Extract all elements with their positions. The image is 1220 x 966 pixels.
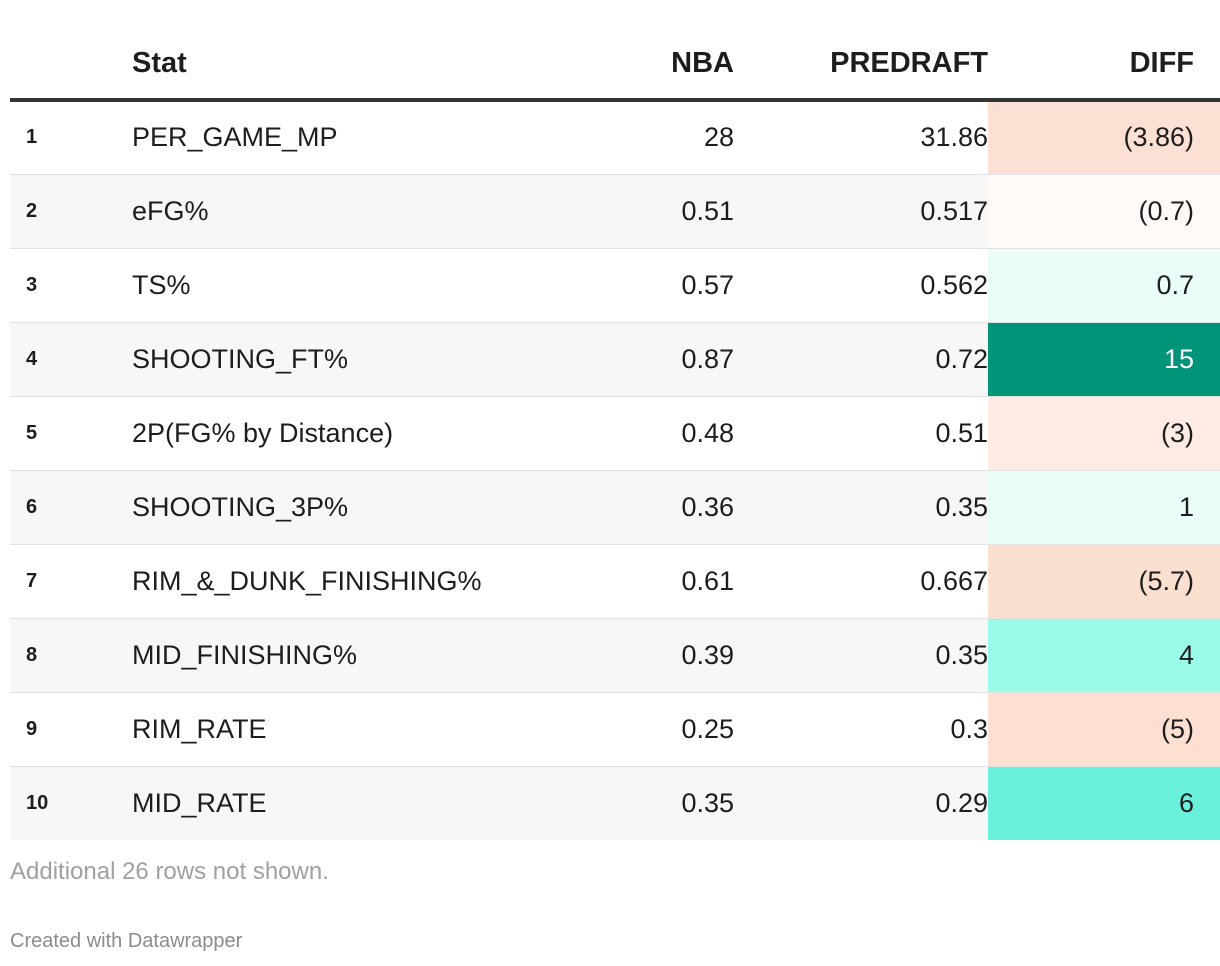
row-predraft: 0.72 xyxy=(734,322,988,397)
row-nba: 0.61 xyxy=(462,544,734,619)
table-header: Stat NBA PREDRAFT DIFF xyxy=(10,28,1220,102)
row-nba: 0.35 xyxy=(462,766,734,840)
table-row: 9 RIM_RATE 0.25 0.3 (5) xyxy=(10,692,1220,767)
row-stat: PER_GAME_MP xyxy=(132,100,462,175)
row-nba: 0.48 xyxy=(462,396,734,471)
row-predraft: 0.51 xyxy=(734,396,988,471)
row-diff: 15 xyxy=(988,322,1220,397)
row-nba: 0.51 xyxy=(462,174,734,249)
row-diff: 1 xyxy=(988,470,1220,545)
row-index: 3 xyxy=(10,248,132,323)
row-nba: 0.25 xyxy=(462,692,734,767)
table-row: 8 MID_FINISHING% 0.39 0.35 4 xyxy=(10,618,1220,693)
row-index: 8 xyxy=(10,618,132,693)
header-stat[interactable]: Stat xyxy=(132,28,462,102)
row-stat: eFG% xyxy=(132,174,462,249)
table-body: 1 PER_GAME_MP 28 31.86 (3.86) 2 eFG% 0.5… xyxy=(10,100,1220,840)
row-stat: MID_RATE xyxy=(132,766,462,840)
table-row: 6 SHOOTING_3P% 0.36 0.35 1 xyxy=(10,470,1220,545)
row-index: 10 xyxy=(10,766,132,840)
row-nba: 0.57 xyxy=(462,248,734,323)
stats-table-container: Stat NBA PREDRAFT DIFF 1 PER_GAME_MP 28 … xyxy=(10,28,1220,840)
row-diff: (5) xyxy=(988,692,1220,767)
row-stat: SHOOTING_3P% xyxy=(132,470,462,545)
row-predraft: 0.35 xyxy=(734,470,988,545)
table-row: 5 2P(FG% by Distance) 0.48 0.51 (3) xyxy=(10,396,1220,471)
row-diff: 6 xyxy=(988,766,1220,840)
row-diff: (3) xyxy=(988,396,1220,471)
table-row: 7 RIM_&_DUNK_FINISHING% 0.61 0.667 (5.7) xyxy=(10,544,1220,619)
row-predraft: 0.667 xyxy=(734,544,988,619)
row-index: 5 xyxy=(10,396,132,471)
row-diff: (3.86) xyxy=(988,100,1220,175)
table-row: 2 eFG% 0.51 0.517 (0.7) xyxy=(10,174,1220,249)
row-stat: 2P(FG% by Distance) xyxy=(132,396,462,471)
row-index: 2 xyxy=(10,174,132,249)
row-stat: MID_FINISHING% xyxy=(132,618,462,693)
table-footnote: Additional 26 rows not shown. xyxy=(10,858,329,885)
row-diff: 0.7 xyxy=(988,248,1220,323)
table-row: 4 SHOOTING_FT% 0.87 0.72 15 xyxy=(10,322,1220,397)
row-stat: RIM_&_DUNK_FINISHING% xyxy=(132,544,482,619)
header-predraft[interactable]: PREDRAFT xyxy=(734,28,988,102)
row-nba: 28 xyxy=(462,100,734,175)
row-index: 4 xyxy=(10,322,132,397)
row-predraft: 0.517 xyxy=(734,174,988,249)
row-nba: 0.36 xyxy=(462,470,734,545)
row-stat: TS% xyxy=(132,248,462,323)
row-predraft: 0.35 xyxy=(734,618,988,693)
stats-table: Stat NBA PREDRAFT DIFF 1 PER_GAME_MP 28 … xyxy=(10,28,1220,840)
row-predraft: 0.562 xyxy=(734,248,988,323)
table-row: 1 PER_GAME_MP 28 31.86 (3.86) xyxy=(10,100,1220,175)
row-index: 6 xyxy=(10,470,132,545)
row-index: 9 xyxy=(10,692,132,767)
datawrapper-credit[interactable]: Created with Datawrapper xyxy=(10,930,243,952)
row-stat: SHOOTING_FT% xyxy=(132,322,462,397)
row-index: 1 xyxy=(10,100,132,175)
row-predraft: 0.29 xyxy=(734,766,988,840)
table-row: 3 TS% 0.57 0.562 0.7 xyxy=(10,248,1220,323)
header-nba[interactable]: NBA xyxy=(462,28,734,102)
row-index: 7 xyxy=(10,544,132,619)
row-diff: (0.7) xyxy=(988,174,1220,249)
row-stat: RIM_RATE xyxy=(132,692,462,767)
row-predraft: 31.86 xyxy=(734,100,988,175)
row-predraft: 0.3 xyxy=(734,692,988,767)
row-diff: 4 xyxy=(988,618,1220,693)
row-nba: 0.87 xyxy=(462,322,734,397)
header-row: Stat NBA PREDRAFT DIFF xyxy=(10,28,1220,102)
header-diff[interactable]: DIFF xyxy=(988,28,1220,102)
row-diff: (5.7) xyxy=(988,544,1220,619)
row-nba: 0.39 xyxy=(462,618,734,693)
table-row: 10 MID_RATE 0.35 0.29 6 xyxy=(10,766,1220,840)
header-index xyxy=(10,28,132,102)
